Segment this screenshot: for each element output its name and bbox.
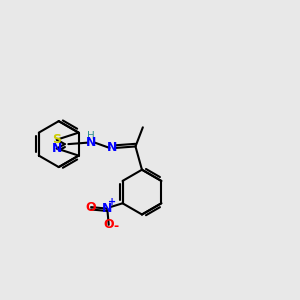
Text: N: N [102, 202, 112, 215]
Text: N: N [107, 141, 118, 154]
Text: N: N [86, 136, 97, 149]
Text: +: + [108, 197, 116, 207]
Text: N: N [52, 142, 62, 155]
Text: O: O [103, 218, 114, 231]
Text: -: - [113, 220, 119, 233]
Text: H: H [87, 131, 95, 141]
Text: S: S [52, 133, 61, 146]
Text: O: O [86, 201, 96, 214]
